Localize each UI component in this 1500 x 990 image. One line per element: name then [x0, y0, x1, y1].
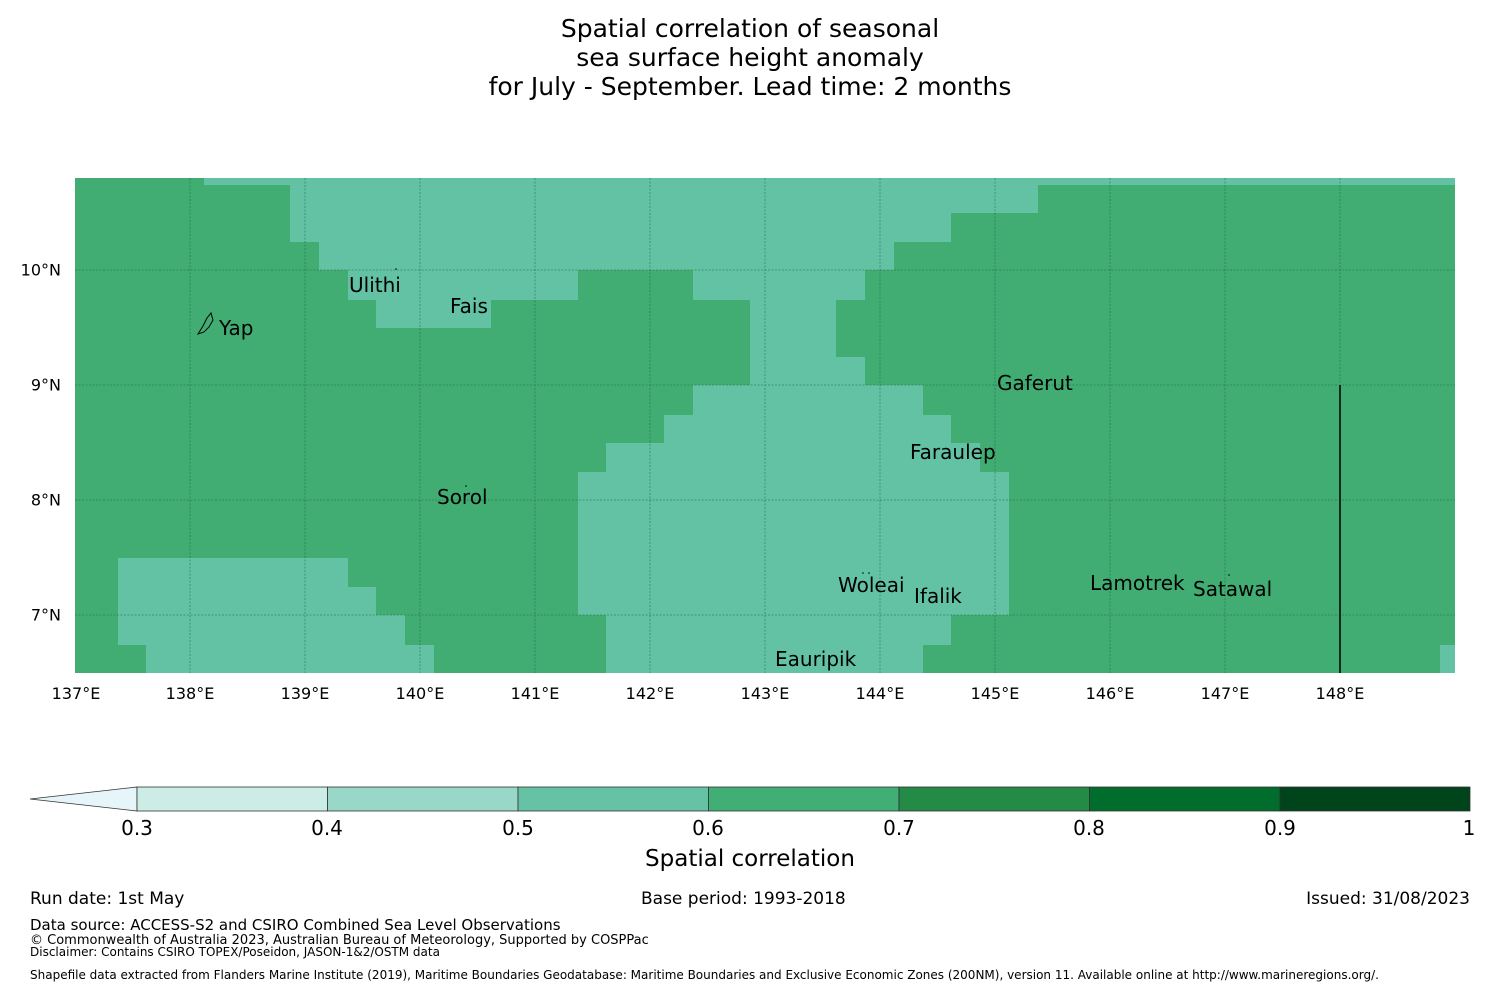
colorbar-label: Spatial correlation [645, 846, 855, 872]
colorbar-segment [1089, 786, 1281, 812]
colorbar-tick: 0.6 [692, 816, 724, 840]
colorbar-tick: 0.9 [1264, 816, 1296, 840]
x-tick-label: 145°E [970, 684, 1020, 703]
place-label-ifalik: Ifalik [914, 584, 962, 608]
x-tick-label: 140°E [395, 684, 445, 703]
colorbar-tick: 0.7 [883, 816, 915, 840]
graticule [75, 178, 1455, 673]
place-label-sorol: Sorol [437, 485, 488, 509]
y-tick-label: 9°N [30, 375, 61, 395]
shapefile-credit: Shapefile data extracted from Flanders M… [30, 968, 1379, 982]
correlation-map [75, 178, 1455, 673]
yap-island-outline [196, 311, 214, 335]
place-label-ulithi: Ulithi [349, 273, 401, 297]
map-title: Spatial correlation of seasonal sea surf… [0, 14, 1500, 101]
y-tick-label: 7°N [30, 605, 61, 625]
colorbar-tick: 0.8 [1073, 816, 1105, 840]
data-source: Data source: ACCESS-S2 and CSIRO Combine… [30, 916, 561, 934]
place-label-faraulep: Faraulep [910, 440, 996, 464]
colorbar-tick: 1 [1462, 816, 1476, 840]
colorbar-tick: 0.5 [502, 816, 534, 840]
colorbar-extend-triangle [29, 786, 138, 812]
x-tick-label: 139°E [280, 684, 330, 703]
title-line-1: Spatial correlation of seasonal [560, 14, 940, 43]
x-tick-label: 142°E [625, 684, 675, 703]
issued-date: Issued: 31/08/2023 [1306, 889, 1470, 909]
x-tick-label: 148°E [1315, 684, 1365, 703]
place-label-satawal: Satawal [1193, 577, 1273, 601]
colorbar-segment [708, 786, 900, 812]
x-tick-label: 143°E [740, 684, 790, 703]
place-label-lamotrek: Lamotrek [1090, 571, 1185, 595]
place-label-woleai: Woleai [838, 573, 905, 597]
x-tick-label: 147°E [1200, 684, 1250, 703]
place-label-eauripik: Eauripik [775, 647, 857, 671]
place-label-fais: Fais [450, 294, 488, 318]
colorbar-segment [517, 786, 709, 812]
x-tick-label: 144°E [855, 684, 905, 703]
place-label-yap: Yap [219, 316, 254, 340]
place-label-gaferut: Gaferut [997, 371, 1073, 395]
title-line-2: sea surface height anomaly [576, 43, 924, 72]
base-period: Base period: 1993-2018 [641, 889, 846, 909]
colorbar-segment [136, 786, 328, 812]
x-tick-label: 141°E [510, 684, 560, 703]
colorbar-tick: 0.3 [121, 816, 153, 840]
title-line-3: for July - September. Lead time: 2 month… [488, 72, 1012, 101]
x-tick-label: 137°E [51, 684, 101, 703]
y-tick-label: 8°N [30, 490, 61, 510]
colorbar-segment [898, 786, 1090, 812]
run-date: Run date: 1st May [30, 889, 185, 909]
x-tick-label: 146°E [1085, 684, 1135, 703]
disclaimer-note: Disclaimer: Contains CSIRO TOPEX/Poseido… [30, 945, 440, 959]
colorbar-segment [327, 786, 519, 812]
y-tick-label: 10°N [20, 260, 61, 280]
x-tick-label: 138°E [165, 684, 215, 703]
copyright-note: © Commonwealth of Australia 2023, Austra… [30, 933, 649, 948]
correlation-field-05-06 [118, 178, 1455, 673]
colorbar-segment [1279, 786, 1471, 812]
atoll-marks [395, 268, 1230, 576]
colorbar-tick: 0.4 [311, 816, 343, 840]
